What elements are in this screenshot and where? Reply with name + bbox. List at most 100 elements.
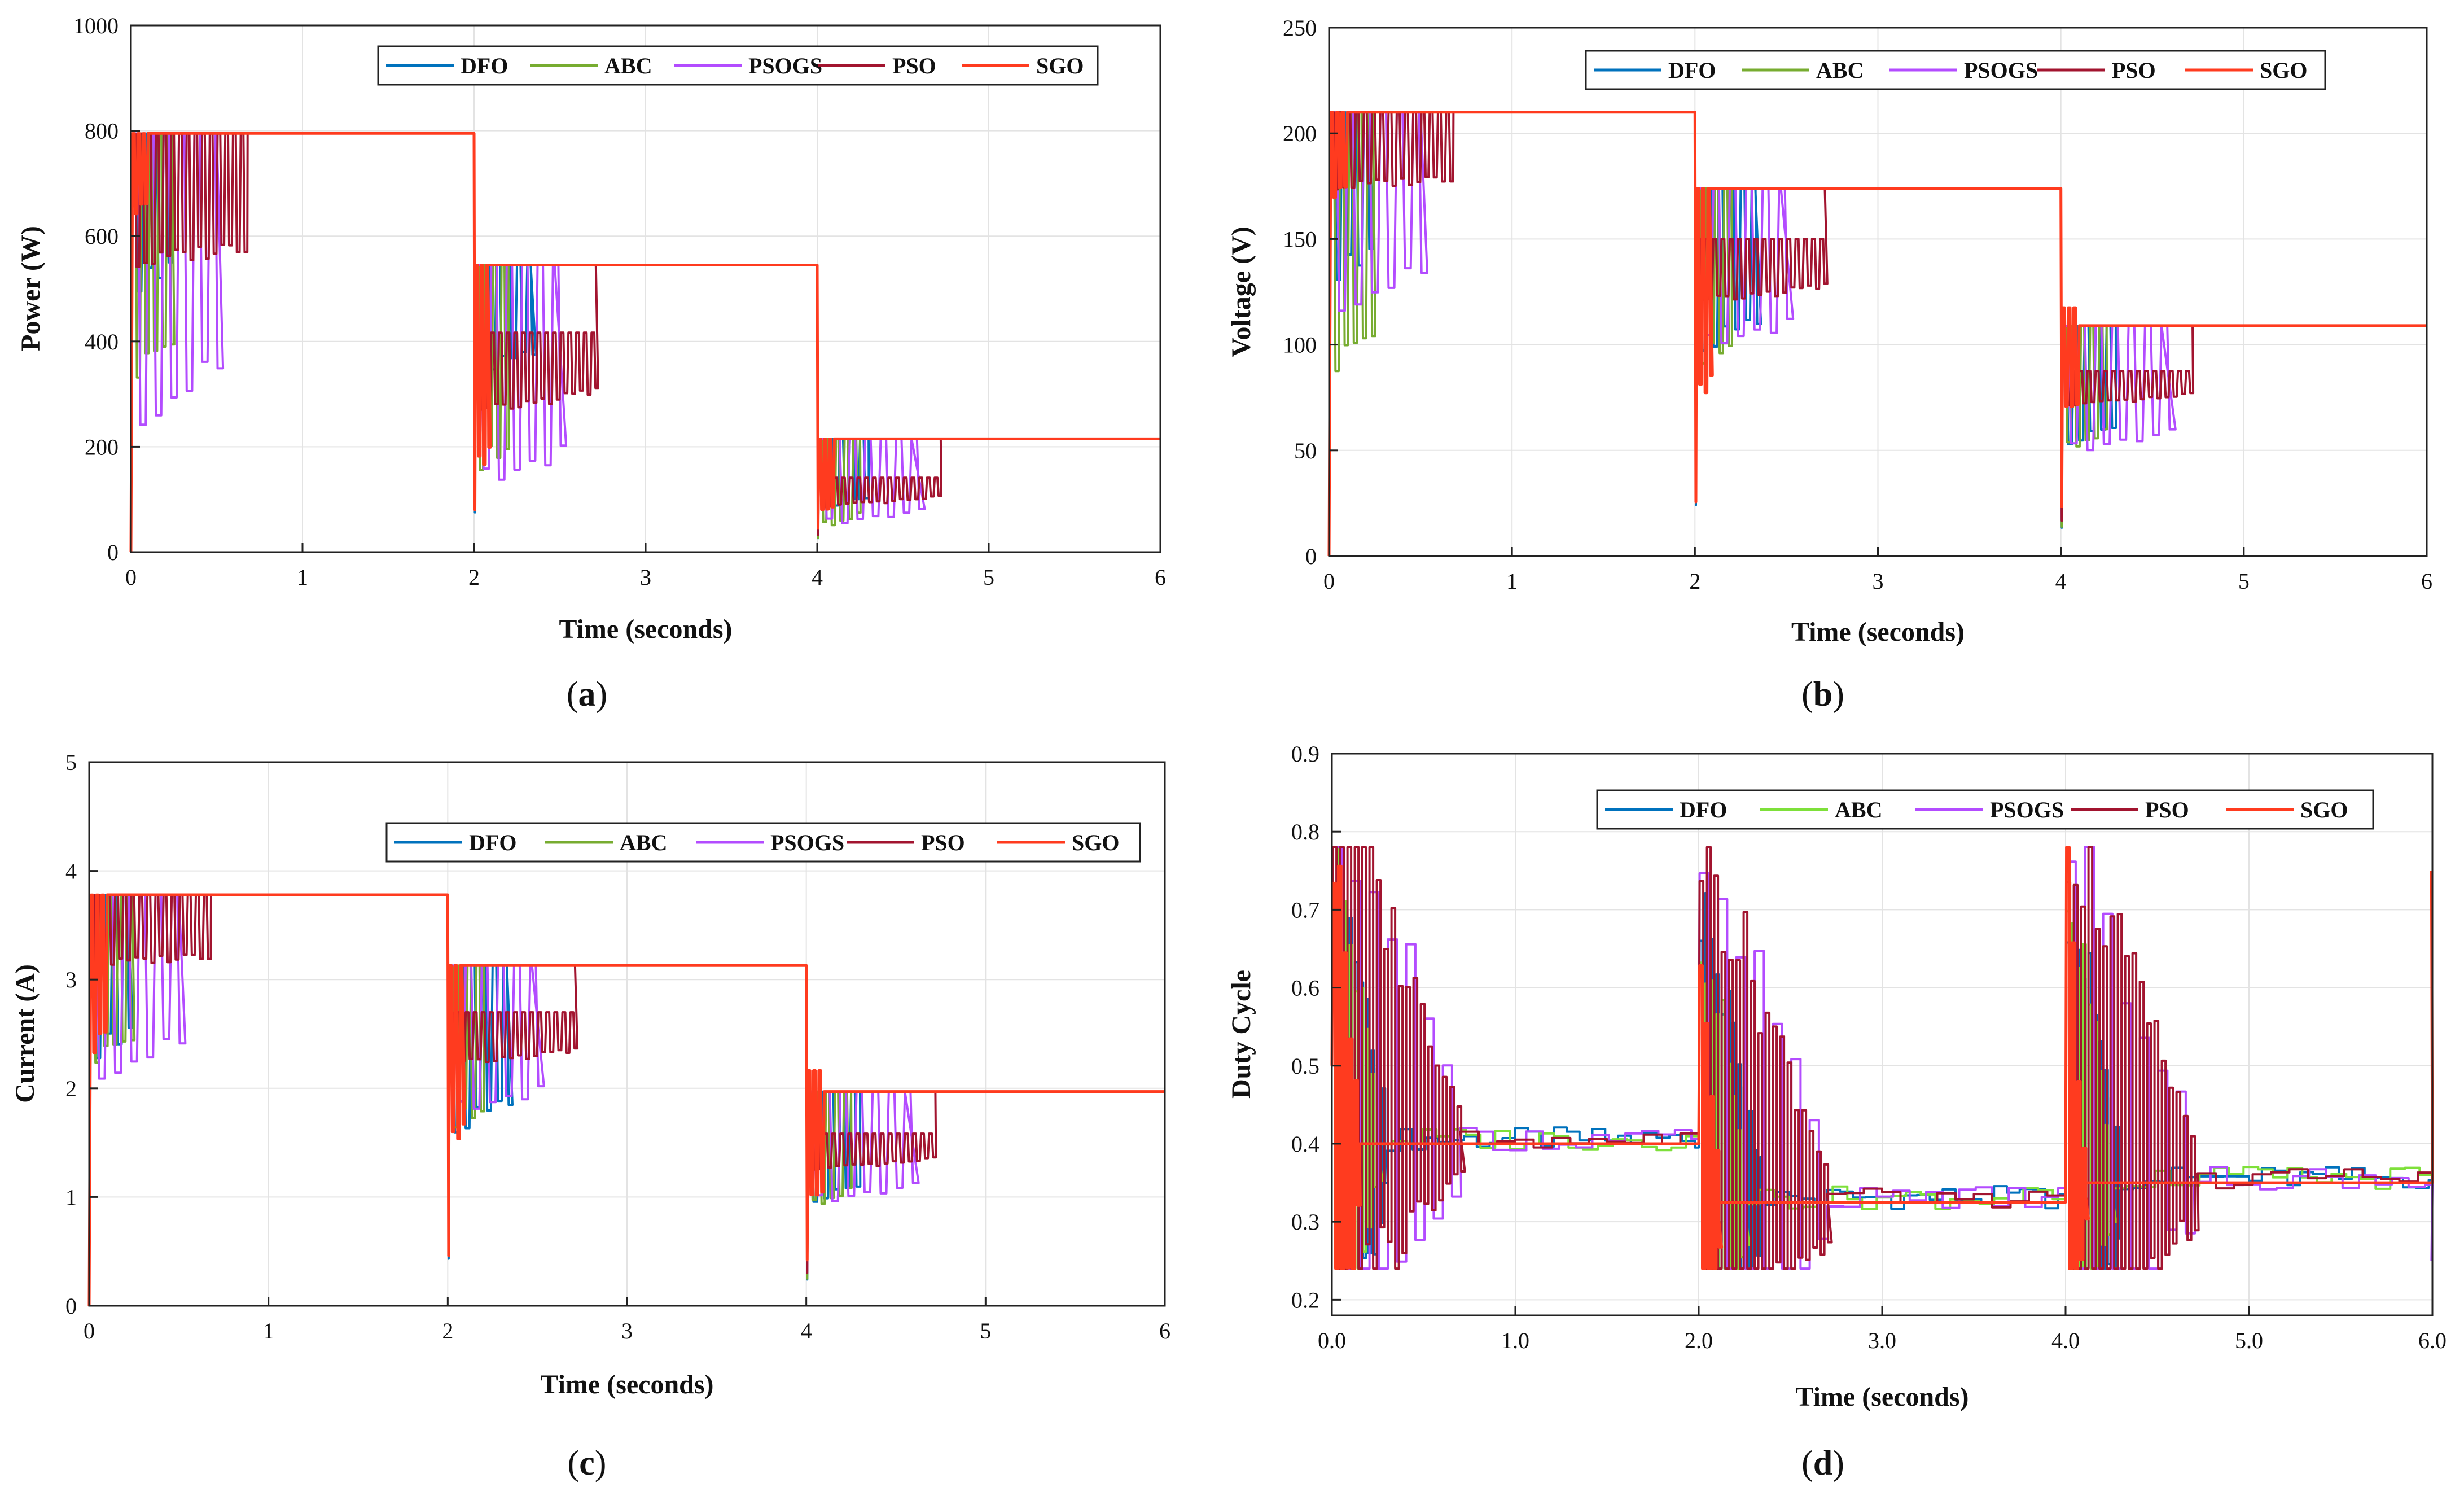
x-tick-label: 4.0 bbox=[2051, 1328, 2080, 1353]
x-tick-label: 3 bbox=[640, 565, 651, 590]
x-tick-label: 4 bbox=[801, 1318, 812, 1344]
y-tick-label: 0 bbox=[1305, 544, 1317, 569]
x-tick-label: 3.0 bbox=[1868, 1328, 1896, 1353]
x-tick-label: 2.0 bbox=[1685, 1328, 1713, 1353]
x-tick-label: 2 bbox=[1689, 568, 1700, 594]
x-tick-label: 1 bbox=[263, 1318, 274, 1344]
legend-label-dfo: DFO bbox=[1668, 58, 1716, 83]
y-tick-label: 0 bbox=[65, 1293, 77, 1319]
y-axis-label: Current (A) bbox=[10, 964, 40, 1103]
legend-label-sgo: SGO bbox=[1036, 53, 1084, 78]
x-axis-label: Time (seconds) bbox=[540, 1370, 713, 1399]
y-tick-label: 150 bbox=[1283, 226, 1317, 252]
legend: DFO ABC PSOGS PSO SGO bbox=[1585, 50, 2326, 90]
series-line-sgo bbox=[129, 132, 1160, 553]
y-tick-label: 0.8 bbox=[1291, 819, 1319, 845]
x-tick-label: 0.0 bbox=[1318, 1328, 1346, 1353]
x-tick-label: 4 bbox=[2055, 568, 2067, 594]
y-tick-label: 5 bbox=[65, 750, 77, 775]
series-line-pso bbox=[88, 894, 1165, 1306]
x-tick-label: 1 bbox=[297, 565, 308, 590]
series-line-pso bbox=[130, 132, 1160, 553]
panel-caption-c: (c) bbox=[568, 1444, 607, 1482]
series-line-sgo bbox=[1327, 111, 2427, 557]
x-tick-label: 0 bbox=[84, 1318, 95, 1344]
y-tick-label: 0.3 bbox=[1291, 1209, 1319, 1235]
legend-label-pso: PSO bbox=[2145, 797, 2189, 823]
x-tick-label: 1 bbox=[1506, 568, 1518, 594]
x-tick-label: 2 bbox=[442, 1318, 453, 1344]
legend-label-psogs: PSOGS bbox=[748, 53, 822, 78]
y-axis-label: Duty Cycle bbox=[1226, 970, 1256, 1099]
y-tick-label: 250 bbox=[1283, 15, 1317, 41]
legend-label-pso: PSO bbox=[892, 53, 936, 78]
legend-label-dfo: DFO bbox=[1680, 797, 1727, 823]
y-tick-label: 0 bbox=[107, 540, 119, 565]
y-tick-label: 3 bbox=[65, 967, 77, 992]
panel-caption-b: (b) bbox=[1801, 675, 1844, 714]
chart-panel-d: 0.0 1.0 2.0 3.0 4.0 5.0 6.0 0.2 0.3 0.4 0.5 0.6 0.7 0… bbox=[1226, 741, 2447, 1482]
y-tick-label: 800 bbox=[85, 119, 119, 144]
x-tick-label: 6.0 bbox=[2418, 1328, 2447, 1353]
y-tick-label: 400 bbox=[85, 329, 119, 355]
y-tick-label: 0.4 bbox=[1291, 1131, 1319, 1157]
y-tick-label: 100 bbox=[1283, 333, 1317, 358]
y-tick-label: 0.5 bbox=[1291, 1053, 1319, 1079]
y-tick-label: 50 bbox=[1294, 438, 1317, 463]
legend-label-sgo: SGO bbox=[2300, 797, 2348, 823]
chart-panel-c: 0 1 2 3 4 5 6 0 1 2 3 4 5 Time (seconds) Current (A) DF… bbox=[10, 750, 1170, 1482]
x-tick-label: 1.0 bbox=[1501, 1328, 1529, 1353]
x-axis-label: Time (seconds) bbox=[559, 614, 732, 644]
x-tick-label: 3 bbox=[621, 1318, 633, 1344]
x-tick-label: 0 bbox=[1323, 568, 1335, 594]
x-axis-label: Time (seconds) bbox=[1791, 617, 1965, 647]
series-line-pso bbox=[1328, 111, 2427, 557]
y-tick-label: 0.9 bbox=[1291, 741, 1319, 767]
panel-caption-a: (a) bbox=[567, 675, 607, 714]
legend: DFO ABC PSOGS PSO SGO bbox=[1596, 789, 2374, 830]
y-axis-label: Voltage (V) bbox=[1226, 226, 1256, 357]
series-line-sgo bbox=[1330, 846, 2434, 1270]
x-axis-label: Time (seconds) bbox=[1795, 1382, 1968, 1412]
legend-label-pso: PSO bbox=[2112, 58, 2156, 83]
legend-label-abc: ABC bbox=[620, 830, 667, 855]
y-tick-label: 2 bbox=[65, 1076, 77, 1101]
x-tick-label: 6 bbox=[1155, 565, 1166, 590]
legend-label-pso: PSO bbox=[921, 830, 965, 855]
y-tick-label: 1000 bbox=[73, 13, 119, 38]
y-tick-label: 0.7 bbox=[1291, 897, 1319, 922]
x-tick-label: 6 bbox=[2421, 568, 2432, 594]
legend-label-abc: ABC bbox=[604, 53, 652, 78]
y-tick-label: 1 bbox=[65, 1184, 77, 1210]
legend-label-abc: ABC bbox=[1835, 797, 1882, 823]
legend-label-dfo: DFO bbox=[469, 830, 516, 855]
legend-label-abc: ABC bbox=[1816, 58, 1864, 83]
x-tick-label: 3 bbox=[1873, 568, 1884, 594]
chart-panel-b: 0 1 2 3 4 5 6 0 50 100 150 200 250 Time (seconds) Volt… bbox=[1226, 15, 2432, 714]
x-tick-label: 6 bbox=[1159, 1318, 1170, 1344]
x-tick-label: 2 bbox=[468, 565, 480, 590]
x-tick-label: 5.0 bbox=[2235, 1328, 2263, 1353]
y-tick-label: 0.2 bbox=[1291, 1287, 1319, 1313]
legend-label-psogs: PSOGS bbox=[770, 830, 844, 855]
legend-label-sgo: SGO bbox=[1072, 830, 1119, 855]
x-tick-label: 0 bbox=[125, 565, 137, 590]
y-axis-label: Power (W) bbox=[16, 226, 46, 351]
x-tick-label: 4 bbox=[812, 565, 823, 590]
y-tick-label: 0.6 bbox=[1291, 976, 1319, 1001]
legend-label-sgo: SGO bbox=[2260, 58, 2307, 83]
y-tick-label: 600 bbox=[85, 224, 119, 249]
legend: DFO ABC PSOGS PSO SGO bbox=[377, 45, 1099, 86]
series-line-sgo bbox=[87, 893, 1165, 1306]
x-tick-label: 5 bbox=[980, 1318, 991, 1344]
y-tick-label: 200 bbox=[1283, 121, 1317, 146]
y-tick-label: 200 bbox=[85, 434, 119, 460]
series-line-pso bbox=[1331, 846, 2432, 1270]
chart-panel-a: 0 1 2 3 4 5 6 0 200 400 600 800 1000 Time (seconds) Po… bbox=[16, 13, 1166, 714]
y-tick-label: 4 bbox=[65, 859, 77, 884]
x-tick-label: 5 bbox=[2238, 568, 2250, 594]
legend-label-psogs: PSOGS bbox=[1964, 58, 2038, 83]
legend-label-dfo: DFO bbox=[461, 53, 508, 78]
